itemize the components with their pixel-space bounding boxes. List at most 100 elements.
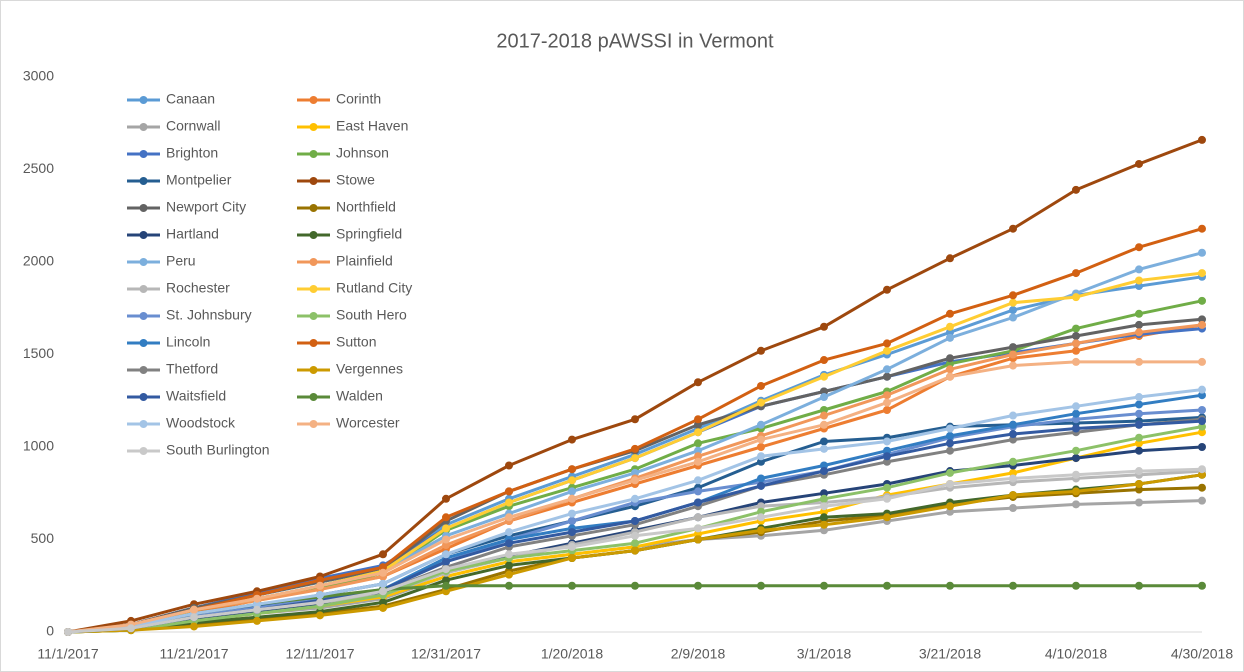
series-marker <box>946 372 954 381</box>
series-marker <box>253 616 261 625</box>
series-marker <box>1198 248 1206 257</box>
y-tick-label: 1000 <box>23 438 54 454</box>
legend-label: South Hero <box>336 307 407 323</box>
legend-label: Walden <box>336 388 383 404</box>
series-marker <box>631 581 639 590</box>
series-marker <box>820 437 828 446</box>
series-marker <box>694 498 702 507</box>
y-tick-label: 3000 <box>23 68 54 84</box>
series-marker <box>883 398 891 407</box>
series-marker <box>1198 385 1206 394</box>
series-marker <box>820 507 828 516</box>
series-marker <box>946 468 954 477</box>
series-marker <box>883 406 891 414</box>
legend-marker <box>139 150 148 158</box>
series-marker <box>757 452 765 461</box>
series-marker <box>505 487 513 496</box>
series-marker <box>946 424 954 433</box>
series-marker <box>1198 581 1206 590</box>
series-marker <box>757 526 765 535</box>
series-marker <box>1135 159 1143 168</box>
series-marker <box>379 579 387 588</box>
series-marker <box>694 524 702 533</box>
series-marker <box>946 446 954 455</box>
legend-marker <box>139 393 148 401</box>
series-marker <box>1072 339 1080 348</box>
series-marker <box>190 622 198 631</box>
series-marker <box>568 487 576 496</box>
series-marker <box>1009 504 1017 513</box>
legend-label: Johnson <box>336 145 389 161</box>
series-marker <box>1198 296 1206 305</box>
series-marker <box>1009 313 1017 322</box>
series-marker <box>379 568 387 577</box>
series-marker <box>1198 391 1206 400</box>
x-tick-label: 12/31/2017 <box>411 646 481 662</box>
series-marker <box>1009 581 1017 590</box>
legend-label: Springfield <box>336 226 402 242</box>
series-marker <box>694 415 702 424</box>
series-marker <box>820 372 828 381</box>
series-marker <box>820 411 828 420</box>
series-marker <box>694 513 702 522</box>
series-marker <box>1009 411 1017 420</box>
series-marker <box>1072 346 1080 355</box>
series-marker <box>1009 224 1017 233</box>
series-marker <box>757 507 765 516</box>
y-tick-label: 2500 <box>23 160 54 176</box>
series-marker <box>883 391 891 400</box>
series-marker <box>1072 454 1080 463</box>
x-tick-label: 3/1/2018 <box>797 646 852 662</box>
legend-marker <box>309 366 318 374</box>
y-tick-label: 2000 <box>23 253 54 269</box>
legend-label: Thetford <box>166 361 218 377</box>
series-marker <box>1135 309 1143 318</box>
legend-marker <box>139 177 148 185</box>
series-marker <box>694 452 702 461</box>
series-marker <box>505 513 513 522</box>
series-marker <box>316 576 324 585</box>
series-marker <box>1009 298 1017 307</box>
series-marker <box>253 605 261 614</box>
legend-label: Sutton <box>336 334 376 350</box>
series-marker <box>631 539 639 548</box>
series-marker <box>1198 428 1206 437</box>
series-marker <box>1009 291 1017 300</box>
chart-title: 2017-2018 pAWSSI in Vermont <box>496 30 774 52</box>
legend-marker <box>309 258 318 266</box>
legend-marker <box>139 285 148 293</box>
series-marker <box>883 346 891 355</box>
series-marker <box>505 528 513 537</box>
x-tick-label: 11/21/2017 <box>159 646 228 662</box>
series-marker <box>946 354 954 363</box>
series-marker <box>883 452 891 461</box>
series-marker <box>757 457 765 466</box>
series-marker <box>1135 328 1143 337</box>
x-tick-label: 4/30/2018 <box>1171 646 1233 662</box>
series-marker <box>694 439 702 448</box>
series-marker <box>1198 443 1206 451</box>
x-tick-label: 2/9/2018 <box>671 646 726 662</box>
series-marker <box>505 550 513 559</box>
legend-label: Brighton <box>166 145 218 161</box>
legend-marker <box>309 177 318 185</box>
series-marker <box>127 624 135 633</box>
legend-marker <box>309 96 318 104</box>
series-marker <box>631 546 639 555</box>
series-marker <box>1135 393 1143 402</box>
series-marker <box>1135 439 1143 448</box>
series-marker <box>946 322 954 331</box>
series-marker <box>442 581 450 590</box>
series-marker <box>694 529 702 538</box>
series-marker <box>946 328 954 337</box>
series-marker <box>1009 343 1017 352</box>
series-marker <box>568 476 576 485</box>
legend-label: Hartland <box>166 226 219 242</box>
series-marker <box>694 535 702 544</box>
series-marker <box>505 461 513 470</box>
legend-marker <box>139 339 148 347</box>
series-marker <box>379 587 387 596</box>
series-marker <box>820 406 828 414</box>
series-marker <box>946 359 954 368</box>
